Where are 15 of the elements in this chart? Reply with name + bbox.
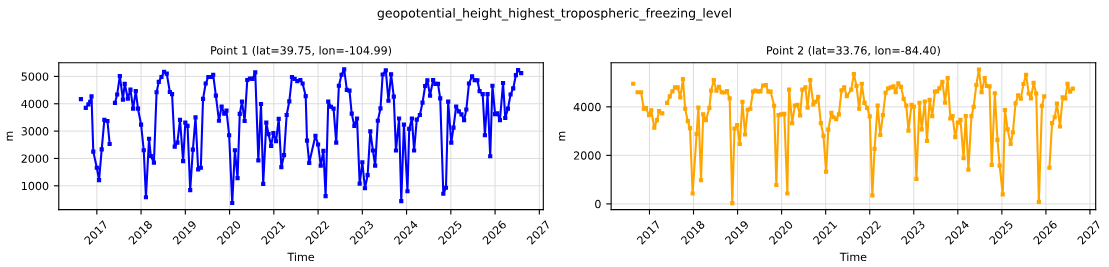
y-tick-label: 4000 (21, 99, 49, 109)
y-axis-title: m (559, 131, 566, 141)
chart-title: Point 1 (lat=39.75, lon=-104.99) (211, 45, 392, 56)
y-tick-label: 2000 (21, 154, 49, 163)
x-axis-title: Time (287, 252, 315, 262)
y-tick-label: 2000 (573, 151, 601, 160)
y-tick-label: 4000 (573, 102, 601, 112)
y-axis-title: m (6, 131, 13, 141)
text: geopotential_height_highest_tropospheric_freezing_level (377, 8, 731, 21)
chart-title: Point 2 (lat=33.76, lon=-84.40) (767, 45, 940, 56)
y-tick-label: 5000 (21, 72, 49, 81)
x-axis-title: Time (839, 252, 867, 262)
y-tick-label: 3000 (21, 127, 49, 136)
y-tick-label: 0 (595, 199, 601, 209)
y-tick-label: 1000 (22, 181, 49, 191)
